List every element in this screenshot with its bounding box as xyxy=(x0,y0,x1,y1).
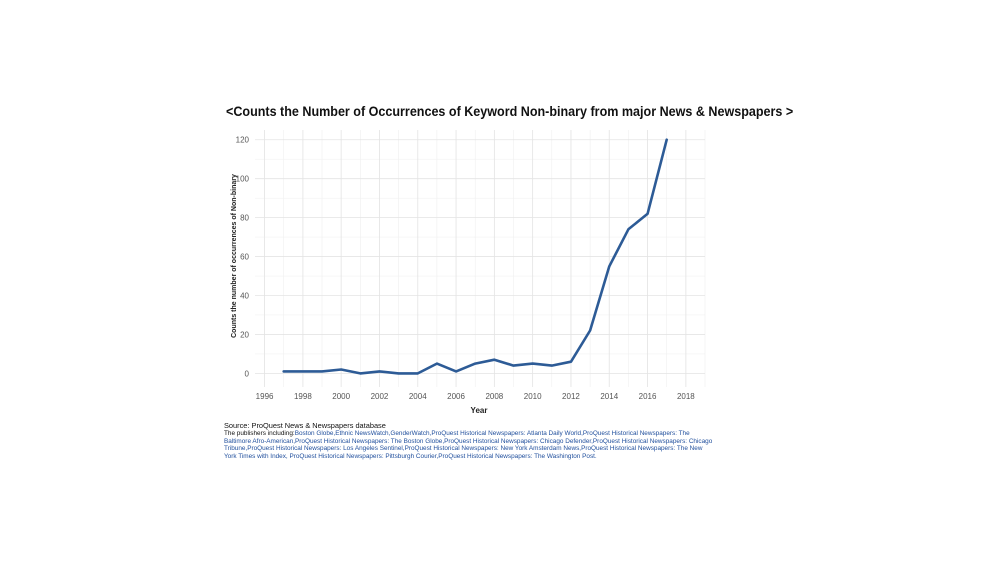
x-tick-label: 2004 xyxy=(409,392,427,401)
series-line xyxy=(282,138,668,375)
x-tick-label: 2012 xyxy=(562,392,580,401)
y-axis-title: Counts the number of occurrences of Non-… xyxy=(231,174,238,338)
y-tick-label: 80 xyxy=(240,214,249,223)
caption-publishers-label: The publishers including: xyxy=(224,430,295,437)
x-tick-label: 2000 xyxy=(332,392,350,401)
series-group xyxy=(282,138,668,375)
x-tick-label: 1996 xyxy=(256,392,274,401)
x-axis-title: Year xyxy=(471,406,488,415)
y-tick-label: 120 xyxy=(236,136,250,145)
y-tick-label: 20 xyxy=(240,330,249,339)
x-tick-label: 1998 xyxy=(294,392,312,401)
y-tick-label: 0 xyxy=(245,369,250,378)
x-tick-label: 2016 xyxy=(639,392,657,401)
caption-source: Source: ProQuest News & Newspapers datab… xyxy=(224,421,386,430)
grid xyxy=(255,130,706,387)
x-tick-label: 2014 xyxy=(600,392,618,401)
y-tick-label: 60 xyxy=(240,253,249,262)
x-tick-label: 2018 xyxy=(677,392,695,401)
x-tick-label: 2002 xyxy=(371,392,389,401)
caption-publishers: Boston Globe,Ethnic NewsWatch,GenderWatc… xyxy=(224,430,713,461)
y-tick-label: 40 xyxy=(240,291,249,300)
chart-title: <Counts the Number of Occurrences of Key… xyxy=(226,104,794,119)
y-tick-labels: 0 20 40 60 80 100 120 xyxy=(236,136,250,379)
x-tick-label: 2006 xyxy=(447,392,465,401)
y-tick-label: 100 xyxy=(236,175,250,184)
chart-caption: Source: ProQuest News & Newspapers datab… xyxy=(224,421,714,461)
x-tick-label: 2010 xyxy=(524,392,542,401)
x-tick-label: 2008 xyxy=(485,392,503,401)
x-tick-labels: 1996 1998 2000 2002 2004 2006 2008 2010 2012 2014… xyxy=(256,392,696,401)
